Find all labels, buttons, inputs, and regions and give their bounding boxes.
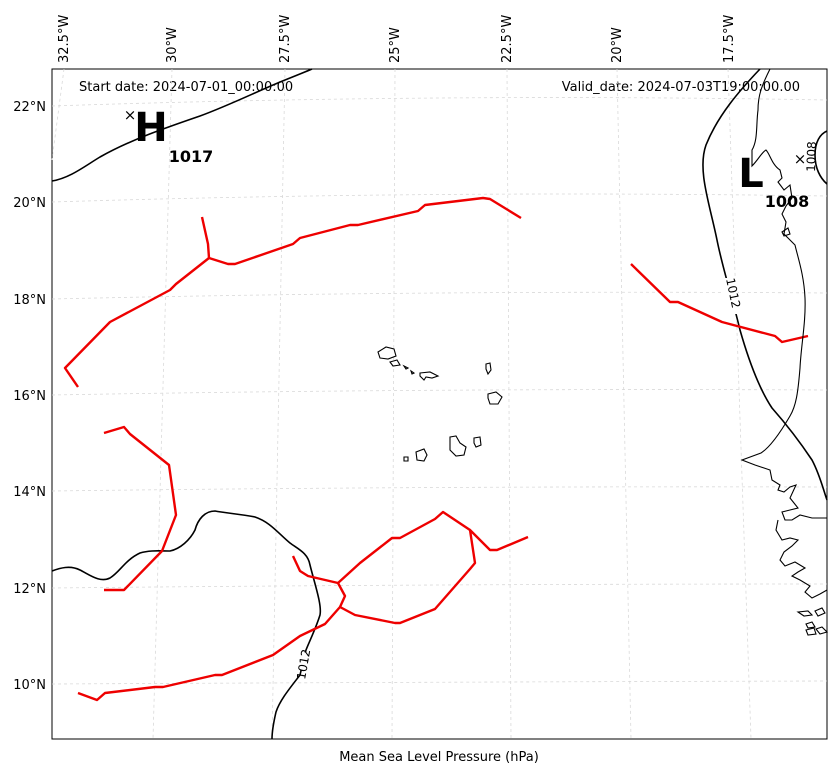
- low-value: 1008: [765, 192, 810, 211]
- center-marker-x: ×: [794, 150, 807, 168]
- front-line: [63, 196, 522, 388]
- lat-tick-label: 12°N: [13, 582, 46, 597]
- contour-label: 1008: [804, 141, 819, 172]
- high-pressure-center: × H 1017: [124, 105, 214, 166]
- contour-label: 1012: [294, 648, 313, 681]
- island: [419, 371, 440, 381]
- isobars: [51, 68, 828, 740]
- africa-coastline: [796, 607, 829, 636]
- map-frame: [51, 68, 828, 740]
- island: [402, 364, 410, 370]
- lat-tick-label: 16°N: [13, 389, 46, 404]
- island: [403, 456, 409, 462]
- lon-tick-label: 22.5°W: [500, 15, 515, 63]
- start-date-label: Start date: 2024-07-01_00:00:00: [79, 80, 293, 95]
- lat-tick-label: 18°N: [13, 293, 46, 308]
- lon-tick-label: 20°W: [610, 27, 625, 63]
- map-xlabel: Mean Sea Level Pressure (hPa): [339, 750, 539, 765]
- island: [409, 369, 416, 375]
- lon-tick-label: 27.5°W: [278, 15, 293, 63]
- lon-tick-label: 25°W: [388, 27, 403, 63]
- isobar-line: [51, 68, 313, 182]
- island: [473, 436, 482, 448]
- africa-coastline: [740, 68, 827, 521]
- island: [485, 362, 492, 376]
- lon-tick-label: 17.5°W: [722, 15, 737, 63]
- lat-tick-labels: 22°N 20°N 18°N 16°N 14°N 12°N 10°N: [13, 100, 46, 693]
- front-line: [200, 216, 211, 259]
- front-line: [103, 425, 178, 592]
- island: [487, 391, 503, 405]
- high-value: 1017: [169, 147, 214, 166]
- center-marker-x: ×: [124, 106, 137, 124]
- lat-tick-label: 20°N: [13, 196, 46, 211]
- contour-labels: 1012 1012 1008: [280, 141, 819, 681]
- island: [449, 435, 467, 457]
- front-line: [337, 510, 471, 584]
- isobar-line: [51, 510, 322, 740]
- high-symbol: H: [134, 105, 167, 151]
- lon-tick-label: 30°W: [165, 27, 180, 63]
- front-line: [291, 555, 347, 608]
- low-pressure-center: × L 1008: [738, 150, 809, 211]
- lon-tick-labels: 32.5°W 30°W 27.5°W 25°W 22.5°W 20°W 17.5…: [57, 15, 737, 63]
- low-symbol: L: [738, 151, 764, 197]
- coastline: [740, 68, 829, 636]
- front-line: [630, 263, 809, 344]
- fronts: [63, 196, 809, 702]
- africa-coastline: [775, 519, 828, 599]
- isobar-line: [702, 68, 828, 501]
- island: [415, 448, 428, 462]
- contour-label: 1012: [723, 277, 743, 310]
- lat-tick-label: 22°N: [13, 100, 46, 115]
- cape-verde-islands: [377, 346, 503, 462]
- lon-tick-label: 32.5°W: [57, 15, 72, 63]
- graticule: [51, 68, 828, 740]
- island: [389, 359, 401, 367]
- lat-tick-label: 10°N: [13, 678, 46, 693]
- lat-tick-label: 14°N: [13, 485, 46, 500]
- isobar-line: [814, 130, 828, 185]
- africa-coastline: [781, 227, 791, 237]
- island: [377, 346, 397, 360]
